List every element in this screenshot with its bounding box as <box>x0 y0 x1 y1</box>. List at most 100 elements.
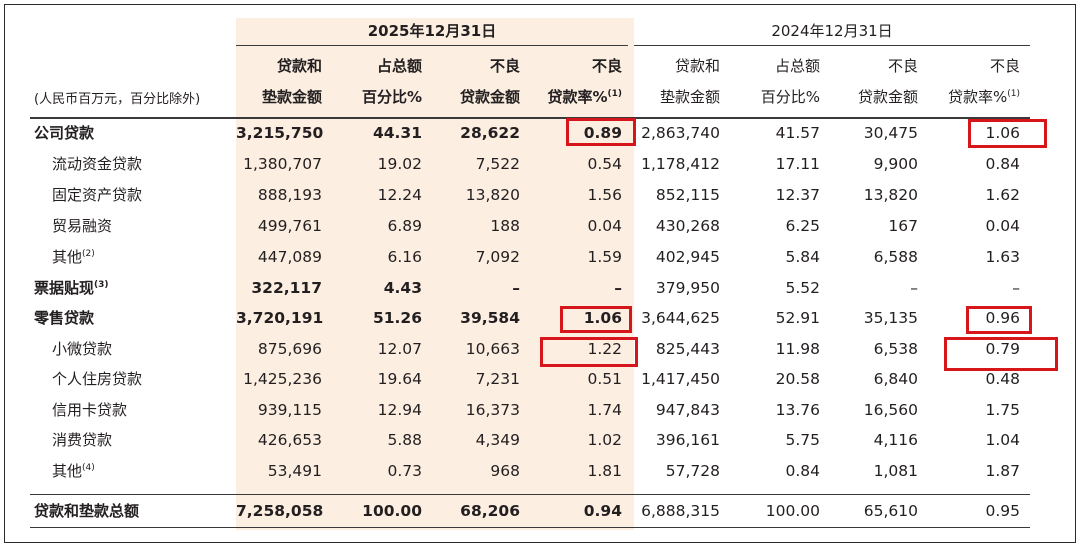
row-label: 零售贷款 <box>34 303 94 333</box>
table-cell: 6,840 <box>873 370 918 388</box>
table-cell: 12.37 <box>775 186 820 204</box>
table-cell: 825,443 <box>655 340 720 358</box>
table-cell: 1.75 <box>985 401 1020 419</box>
table-cell: 13,820 <box>863 186 918 204</box>
table-cell: 11.98 <box>775 340 820 358</box>
table-cell: 53,491 <box>267 462 322 480</box>
column-header-line2: 贷款率%(1) <box>530 87 622 107</box>
row-label: 流动资金贷款 <box>52 149 142 179</box>
column-header-line2: 垫款金额 <box>634 87 720 107</box>
row-label-text: 零售贷款 <box>34 309 95 327</box>
table-cell: 9,900 <box>873 155 918 173</box>
header-rule <box>30 117 1030 119</box>
row-label-text: 其他 <box>52 248 83 266</box>
table-cell: 1,178,412 <box>641 155 720 173</box>
column-header-text: 垫款金额 <box>659 88 720 106</box>
column-header-text: 百分比% <box>361 88 422 106</box>
column-header-line2: 贷款率%(1) <box>928 87 1020 107</box>
row-label-text: 小微贷款 <box>52 340 113 358</box>
table-cell: 20.58 <box>775 370 820 388</box>
highlight-box <box>966 306 1032 334</box>
table-row: 其他(2) 447,089 6.16 7,092 1.59 402,945 5.84 6,58… <box>0 242 1080 272</box>
table-cell: 41.57 <box>775 124 820 142</box>
table-cell: 852,115 <box>655 186 720 204</box>
table-cell: – <box>614 279 622 297</box>
table-cell: 0.95 <box>985 502 1020 520</box>
column-header-line1: 占总额 <box>774 57 820 75</box>
table-cell: 68,206 <box>460 502 520 520</box>
table-cell: 1,380,707 <box>243 155 322 173</box>
table-cell: 0.04 <box>587 217 622 235</box>
table-cell: 1.56 <box>587 186 622 204</box>
table-cell: 1.06 <box>985 124 1020 142</box>
table-cell: 12.94 <box>377 401 422 419</box>
table-frame <box>4 4 1076 543</box>
table-cell: 0.94 <box>583 502 622 520</box>
table-cell: 0.73 <box>387 462 422 480</box>
table-cell: 28,622 <box>460 124 520 142</box>
table-cell: 12.24 <box>377 186 422 204</box>
column-header-line1: 不良 <box>591 57 622 75</box>
column-header-line2: 百分比% <box>728 87 820 107</box>
table-cell: 1.04 <box>985 431 1020 449</box>
column-header-text: 贷款率% <box>947 88 1008 106</box>
row-label: 公司贷款 <box>34 118 94 148</box>
table-cell: 0.79 <box>985 340 1020 358</box>
highlight-box <box>968 119 1047 148</box>
table-cell: 13,820 <box>465 186 520 204</box>
row-label: 消费贷款 <box>52 425 112 455</box>
table-cell: 0.89 <box>583 124 622 142</box>
current-period-shading <box>236 18 634 530</box>
table-cell: 6.16 <box>387 248 422 266</box>
table-cell: 39,584 <box>460 309 520 327</box>
table-cell: 100.00 <box>765 502 820 520</box>
table-cell: 7,258,058 <box>236 502 324 520</box>
column-header-line2: 贷款金额 <box>828 87 918 107</box>
table-cell: 1,417,450 <box>641 370 720 388</box>
row-label-text: 信用卡贷款 <box>52 401 128 419</box>
table-cell: 447,089 <box>257 248 322 266</box>
table-cell: 499,761 <box>257 217 322 235</box>
table-cell: 51.26 <box>372 309 422 327</box>
table-cell: 396,161 <box>655 431 720 449</box>
row-label: 固定资产贷款 <box>52 180 142 210</box>
table-cell: 947,843 <box>655 401 720 419</box>
row-label: 票据贴现(3) <box>34 273 109 303</box>
column-header-line1: 贷款和 <box>276 57 322 75</box>
table-cell: 5.75 <box>785 431 820 449</box>
table-cell: 3,215,750 <box>236 124 324 142</box>
footnote-marker: (1) <box>607 89 623 99</box>
row-label-text: 固定资产贷款 <box>52 186 143 204</box>
table-cell: 888,193 <box>257 186 322 204</box>
column-header-text: 百分比% <box>760 88 820 106</box>
table-cell: 10,663 <box>465 340 520 358</box>
row-label: 其他(2) <box>52 242 95 272</box>
table-cell: 57,728 <box>665 462 720 480</box>
table-cell: 6,538 <box>873 340 918 358</box>
column-header-line1: 占总额 <box>376 57 422 75</box>
table-cell: 1.63 <box>985 248 1020 266</box>
table-cell: – <box>512 279 520 297</box>
table-row: 固定资产贷款 888,193 12.24 13,820 1.56 852,115 12.37… <box>0 180 1080 210</box>
table-cell: 16,373 <box>465 401 520 419</box>
bottom-rule <box>30 527 1030 528</box>
row-label-text: 消费贷款 <box>52 431 113 449</box>
row-label-text: 其他 <box>52 462 83 480</box>
table-cell: 430,268 <box>655 217 720 235</box>
table-cell: 2,863,740 <box>641 124 720 142</box>
column-header-text: 垫款金额 <box>261 88 322 106</box>
column-header-line2: 垫款金额 <box>236 87 322 107</box>
table-cell: 1.74 <box>587 401 622 419</box>
highlight-box <box>540 337 638 367</box>
table-row: 消费贷款 426,653 5.88 4,349 1.02 396,161 5.75 4,116… <box>0 425 1080 455</box>
column-header-line2: 贷款金额 <box>430 87 520 107</box>
table-row: 零售贷款 3,720,191 51.26 39,584 1.06 3,644,625 52.… <box>0 303 1080 333</box>
table-cell: 17.11 <box>775 155 820 173</box>
table-cell: 1.06 <box>583 309 622 327</box>
unit-note: (人民币百万元，百分比除外) <box>34 92 201 107</box>
table-cell: 1,081 <box>873 462 918 480</box>
row-label-text: 票据贴现 <box>34 279 95 297</box>
total-rule <box>30 494 1030 495</box>
table-cell: 52.91 <box>775 309 820 327</box>
table-cell: 426,653 <box>257 431 322 449</box>
